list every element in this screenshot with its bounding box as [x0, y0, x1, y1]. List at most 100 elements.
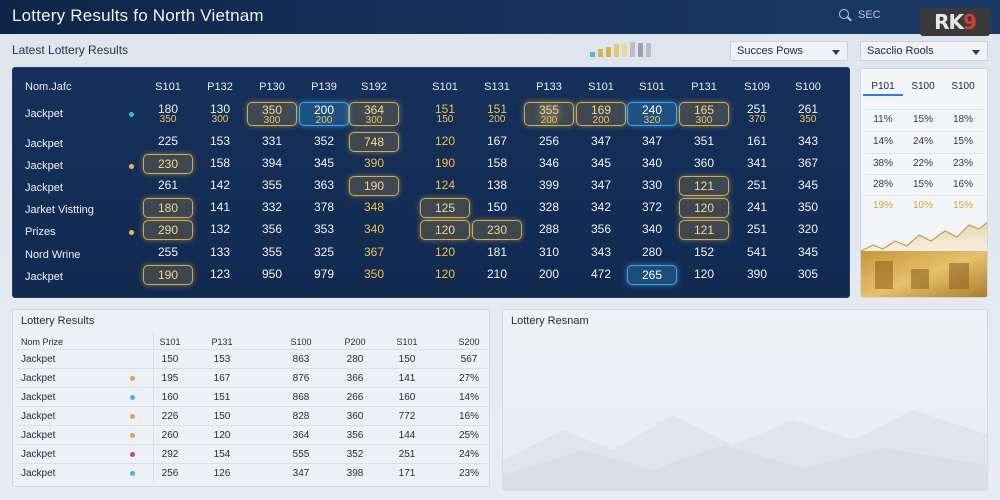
column-divider: [153, 332, 154, 482]
result-value: 230: [157, 157, 179, 171]
result-value: 165: [693, 103, 715, 117]
result-cell[interactable]: 364 300: [349, 102, 399, 126]
result-cell: 320: [783, 220, 833, 240]
result-value: 330: [641, 178, 663, 192]
side-column-header[interactable]: P101: [863, 81, 903, 96]
result-cell[interactable]: 120: [420, 220, 470, 240]
result-cell: 567: [460, 354, 478, 365]
side-column-header[interactable]: S100: [951, 81, 975, 92]
row-divider: [865, 109, 985, 110]
search-box[interactable]: SEC: [838, 8, 881, 22]
row-divider: [17, 425, 487, 426]
schedule-select[interactable]: Sacclio Rools: [860, 41, 988, 61]
status-select[interactable]: Succes Pows: [730, 41, 848, 61]
result-value: 290: [157, 223, 179, 237]
result-value: 342: [590, 200, 612, 214]
status-dot: [130, 433, 135, 438]
result-value: 346: [538, 156, 560, 170]
result-cell[interactable]: 120: [679, 198, 729, 218]
result-subvalue: 150: [436, 114, 454, 125]
result-value: 347: [590, 134, 612, 148]
result-cell: 863: [292, 354, 310, 365]
top-bar: Lottery Results fo North Vietnam SEC: [0, 0, 1000, 34]
side-stat-cell: 24%: [912, 136, 933, 147]
result-cell[interactable]: 230: [143, 154, 193, 174]
result-cell: 256: [161, 468, 179, 479]
status-select-value: Succes Pows: [737, 45, 804, 57]
result-cell[interactable]: 165 300: [679, 102, 729, 126]
result-cell: 124: [420, 176, 470, 196]
result-value: 130: [209, 102, 231, 116]
lottery-results-table: Lottery Results Nom Prize S101 P131 S100 P20…: [12, 309, 490, 487]
result-cell: 292: [161, 449, 179, 460]
mini-bar-chart: [590, 41, 651, 57]
row-label: Jackpet: [21, 411, 56, 422]
mini-bar-6: [630, 41, 635, 57]
result-cell: 352: [299, 132, 349, 152]
result-cell: 350: [349, 265, 399, 285]
result-cell: 399: [524, 176, 574, 196]
result-cell[interactable]: 265: [627, 265, 677, 285]
side-stat-cell: 14%: [872, 136, 893, 147]
result-cell: 153: [213, 354, 231, 365]
column-header: S101: [155, 81, 181, 93]
result-subvalue: 200: [488, 114, 506, 125]
result-cell[interactable]: 240 320: [627, 102, 677, 126]
latest-results-table: Nom.Jafc S101 P132 P130 P139 S192 S101 S131 P133…: [12, 67, 850, 298]
result-value: 328: [538, 200, 560, 214]
result-cell: 123: [195, 265, 245, 285]
result-value: 472: [590, 267, 612, 281]
side-column-header[interactable]: S100: [911, 81, 935, 92]
column-header: S100: [290, 337, 312, 347]
column-header: S101: [396, 337, 418, 347]
result-value: 255: [157, 245, 179, 259]
app-title: Lottery Results fo North Vietnam: [12, 6, 264, 25]
result-cell[interactable]: 290: [143, 220, 193, 240]
result-cell: 151 200: [472, 102, 522, 126]
side-stat-cell: 28%: [872, 179, 893, 190]
result-subvalue: 350: [159, 114, 177, 125]
result-cell[interactable]: 230: [472, 220, 522, 240]
result-value: 151: [434, 102, 456, 116]
mini-bar-4: [614, 44, 619, 57]
gold-block-1: [875, 261, 893, 289]
result-value: 261: [797, 102, 819, 116]
result-cell: 132: [195, 220, 245, 240]
result-cell[interactable]: 748: [349, 132, 399, 152]
row-label: Jackpet: [21, 392, 56, 403]
side-stats-panel: P101 S100 S100 11% 15% 18% 14% 24% 15% 38% 22% 23% 2…: [860, 68, 988, 298]
result-cell[interactable]: 200 200: [299, 102, 349, 126]
schedule-select-value: Sacclio Rools: [867, 45, 934, 57]
column-header: P200: [344, 337, 366, 347]
result-cell: 260: [161, 430, 179, 441]
result-cell: 255: [143, 243, 193, 263]
result-subvalue: 300: [365, 115, 383, 126]
result-cell: 541: [732, 243, 782, 263]
result-value: 356: [590, 222, 612, 236]
search-icon[interactable]: [838, 8, 852, 22]
result-cell[interactable]: 355 200: [524, 102, 574, 126]
result-cell[interactable]: 180: [143, 198, 193, 218]
result-value: 340: [363, 222, 385, 236]
column-header: S101: [639, 81, 665, 93]
result-cell: 120: [420, 265, 470, 285]
result-cell: 150: [161, 354, 179, 365]
result-cell[interactable]: 121: [679, 176, 729, 196]
result-cell[interactable]: 121: [679, 220, 729, 240]
status-dot: [130, 395, 135, 400]
search-label[interactable]: SEC: [858, 9, 881, 21]
result-cell: 241: [732, 198, 782, 218]
result-cell: 23%: [458, 468, 479, 479]
result-cell[interactable]: 350 300: [247, 102, 297, 126]
result-cell[interactable]: 169 200: [576, 102, 626, 126]
result-cell[interactable]: 190: [143, 265, 193, 285]
result-cell[interactable]: 190: [349, 176, 399, 196]
lottery-results-title: Lottery Results: [21, 315, 95, 327]
result-cell[interactable]: 125: [420, 198, 470, 218]
area-chart: [861, 221, 987, 297]
row-label: Jackpet: [21, 373, 56, 384]
result-cell: 325: [299, 243, 349, 263]
result-cell: 167: [472, 132, 522, 152]
row-divider: [865, 153, 985, 154]
column-header: S109: [744, 81, 770, 93]
